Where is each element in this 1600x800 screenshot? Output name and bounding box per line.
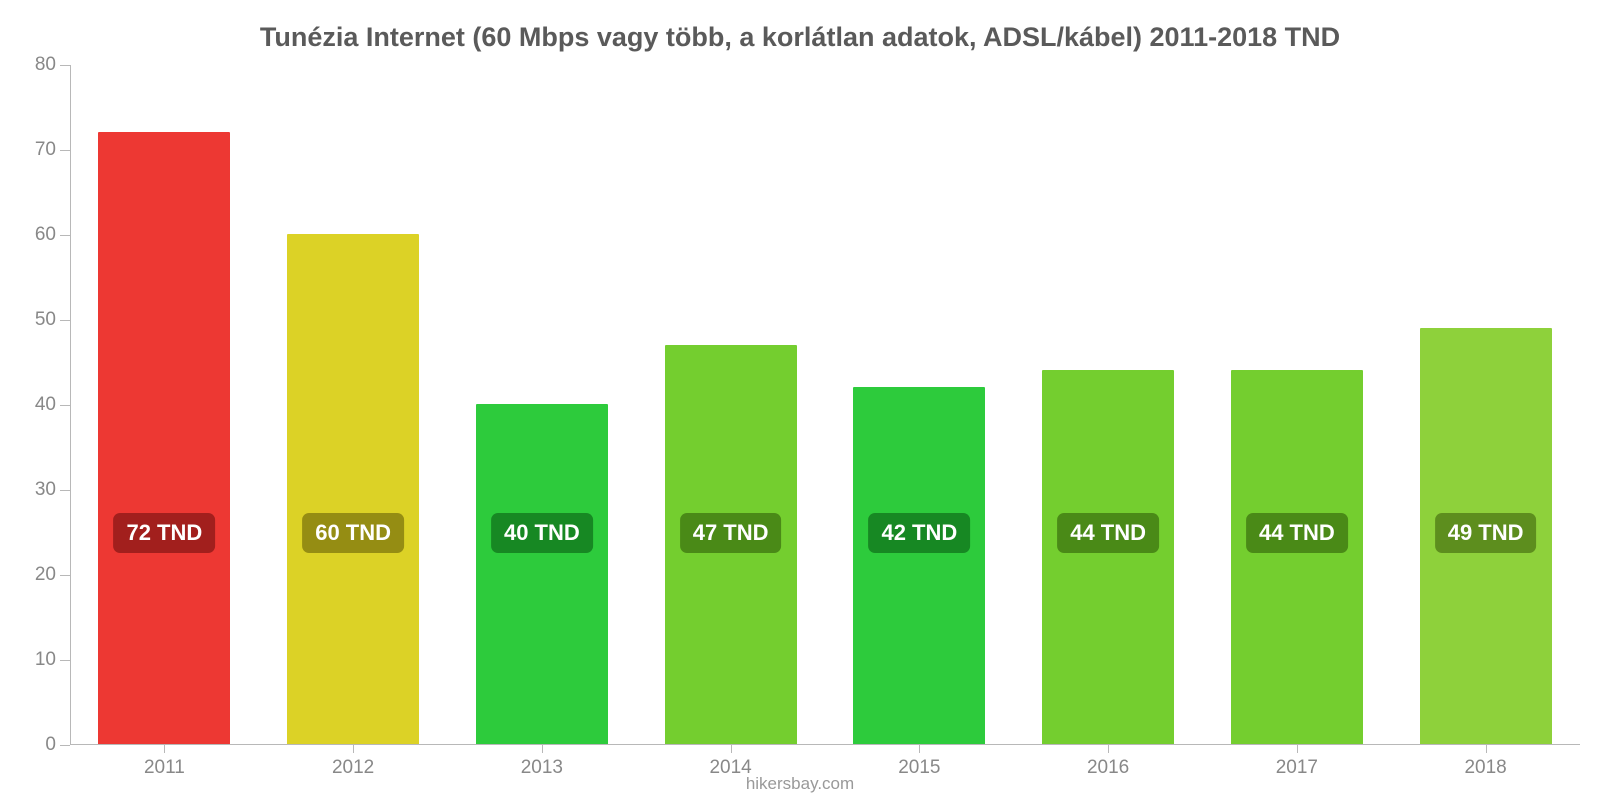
y-tick: [60, 65, 70, 66]
y-tick-label: 60: [35, 224, 56, 246]
bar-value-label: 44 TND: [1057, 513, 1159, 553]
bar-value-label: 47 TND: [680, 513, 782, 553]
x-tick: [1297, 745, 1298, 753]
bar: 44 TND: [1042, 370, 1174, 744]
attribution-text: hikersbay.com: [0, 774, 1600, 794]
x-tick: [164, 745, 165, 753]
x-tick: [1486, 745, 1487, 753]
y-tick-label: 20: [35, 564, 56, 586]
bar-value-label: 60 TND: [302, 513, 404, 553]
y-tick: [60, 405, 70, 406]
y-tick-label: 30: [35, 479, 56, 501]
y-tick-label: 50: [35, 309, 56, 331]
x-tick: [919, 745, 920, 753]
bar-value-label: 49 TND: [1435, 513, 1537, 553]
x-tick: [1108, 745, 1109, 753]
bar: 49 TND: [1420, 328, 1552, 745]
x-tick: [731, 745, 732, 753]
y-tick-label: 10: [35, 649, 56, 671]
y-tick-label: 40: [35, 394, 56, 416]
x-tick: [353, 745, 354, 753]
y-tick: [60, 660, 70, 661]
plot-area: 01020304050607080201172 TND201260 TND201…: [70, 65, 1580, 745]
bar: 40 TND: [476, 404, 608, 744]
bar: 44 TND: [1231, 370, 1363, 744]
y-tick: [60, 150, 70, 151]
chart-title: Tunézia Internet (60 Mbps vagy több, a k…: [0, 0, 1600, 53]
y-tick-label: 80: [35, 54, 56, 76]
y-tick: [60, 235, 70, 236]
bar-value-label: 72 TND: [113, 513, 215, 553]
bar: 60 TND: [287, 234, 419, 744]
bar-chart-container: Tunézia Internet (60 Mbps vagy több, a k…: [0, 0, 1600, 800]
y-tick: [60, 490, 70, 491]
y-tick: [60, 320, 70, 321]
bar-value-label: 40 TND: [491, 513, 593, 553]
y-tick-label: 0: [45, 734, 56, 756]
bar: 47 TND: [665, 345, 797, 745]
bar: 72 TND: [98, 132, 230, 744]
y-tick: [60, 745, 70, 746]
x-tick: [542, 745, 543, 753]
bar-value-label: 42 TND: [868, 513, 970, 553]
y-tick-label: 70: [35, 139, 56, 161]
x-axis-line: [70, 744, 1580, 745]
bar: 42 TND: [853, 387, 985, 744]
bar-value-label: 44 TND: [1246, 513, 1348, 553]
y-axis-line: [70, 65, 71, 745]
y-tick: [60, 575, 70, 576]
